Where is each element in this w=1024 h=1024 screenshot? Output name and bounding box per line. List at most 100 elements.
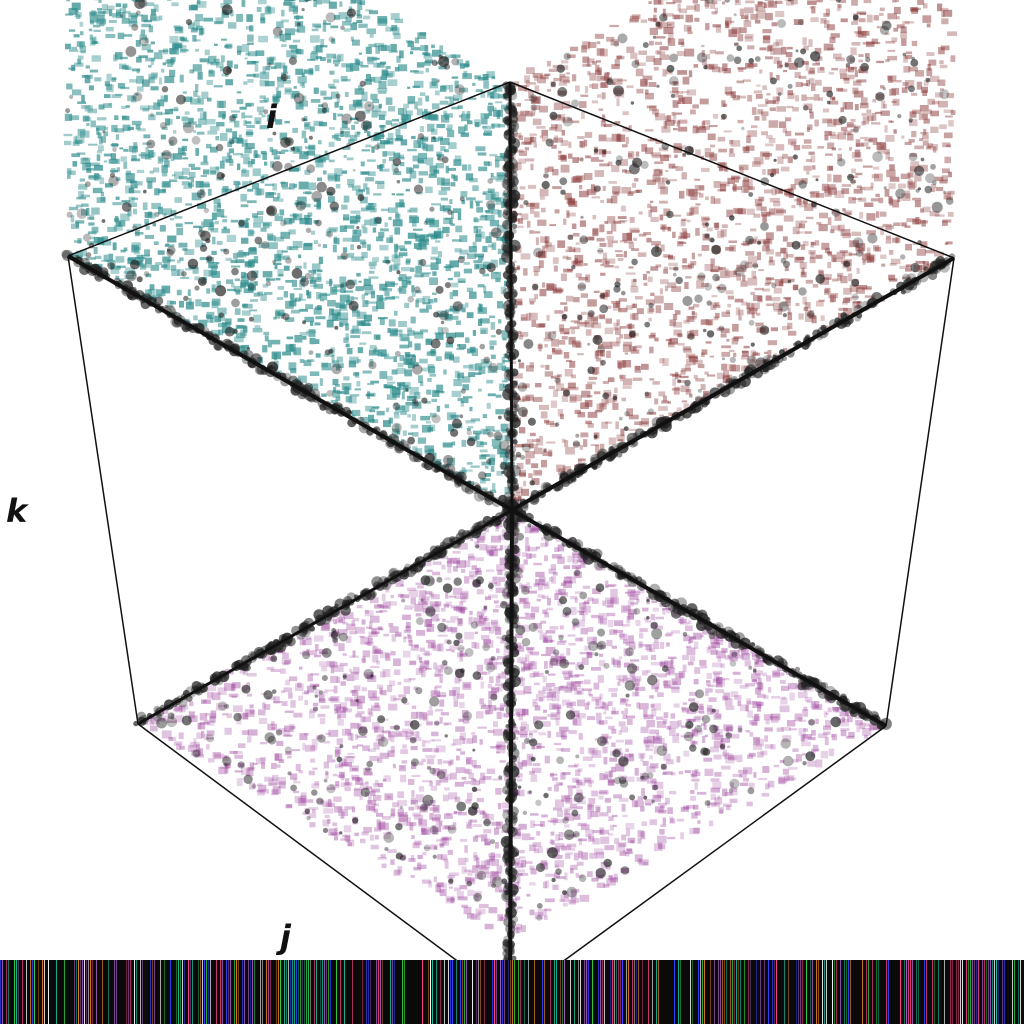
face-cell [301, 130, 307, 139]
face-cell [683, 347, 691, 350]
face-cell [395, 405, 406, 411]
face-cell [729, 270, 737, 278]
face-cell [318, 121, 327, 127]
face-cell [194, 276, 201, 281]
face-cell [103, 103, 113, 108]
face-cell [176, 227, 184, 236]
face-cell [775, 0, 783, 4]
face-cell [822, 273, 832, 280]
face-cell [810, 155, 816, 163]
face-cell [666, 2, 676, 5]
face-cell [786, 242, 794, 247]
face-cell [608, 875, 613, 881]
face-cell [167, 248, 171, 252]
face-cell [197, 118, 207, 125]
face-cell [76, 41, 85, 47]
face-cell [81, 249, 87, 257]
face-cell [715, 276, 720, 281]
face-cell [292, 90, 300, 98]
face-cell [824, 287, 831, 293]
face-cell [701, 245, 710, 251]
face-cell [401, 337, 410, 342]
face-cell [491, 821, 501, 826]
face-cell [811, 315, 817, 324]
face-cell [260, 150, 267, 155]
face-cell [627, 192, 634, 196]
face-cell [203, 17, 213, 22]
face-cell [815, 79, 822, 86]
face-cell [367, 382, 375, 386]
face-cell [819, 212, 828, 219]
face-cell [214, 315, 222, 323]
face-cell [653, 66, 659, 71]
face-cell [417, 259, 423, 266]
face-cell [587, 834, 592, 840]
face-cell [308, 182, 316, 191]
face-cell [490, 173, 494, 177]
face-cell [411, 362, 419, 367]
face-cell [717, 286, 727, 290]
face-cell [74, 62, 84, 67]
face-cell [337, 255, 347, 260]
face-cell [284, 28, 295, 36]
face-cell [441, 178, 450, 187]
face-cell [170, 57, 176, 62]
face-cell [678, 119, 688, 124]
face-cell [457, 372, 465, 379]
face-cell [120, 56, 128, 60]
face-cell [323, 96, 332, 100]
face-cell [809, 111, 814, 119]
face-cell [176, 289, 182, 296]
face-cell [653, 0, 662, 5]
face-cell [885, 225, 894, 229]
face-cell [645, 299, 655, 305]
face-cell [470, 465, 480, 468]
face-cell [650, 206, 658, 213]
face-cell [621, 605, 631, 613]
face-cell [165, 59, 175, 64]
face-cell [497, 248, 507, 255]
face-cell [631, 248, 639, 251]
face-cell [793, 284, 799, 291]
face-cell [232, 114, 238, 119]
face-cell [377, 87, 388, 92]
face-cell [422, 264, 432, 267]
face-cell [465, 799, 472, 804]
face-cell [246, 129, 253, 137]
face-cell [150, 264, 160, 271]
face-cell [616, 134, 626, 142]
face-cell [108, 253, 114, 261]
face-cell [723, 103, 728, 107]
face-cell [755, 322, 764, 327]
face-cell [499, 257, 506, 265]
face-cell [395, 213, 401, 221]
face-cell [88, 85, 94, 91]
face-cell [717, 230, 724, 239]
face-cell [620, 428, 625, 437]
face-cell [502, 337, 507, 341]
face-cell [880, 228, 885, 236]
face-cell [426, 304, 432, 310]
face-cell [274, 62, 282, 69]
face-cell [532, 97, 540, 104]
face-cell [385, 281, 395, 287]
face-cell [495, 548, 503, 551]
face-cell [297, 76, 307, 84]
face-cell [742, 146, 749, 151]
face-cell [339, 312, 349, 320]
face-cell [249, 762, 255, 770]
face-cell [451, 239, 462, 242]
face-cell [220, 133, 228, 141]
face-cell [892, 237, 901, 243]
face-cell [536, 126, 546, 129]
face-cell [323, 691, 328, 694]
face-ik-teal [63, 0, 516, 504]
face-cell [308, 770, 315, 776]
face-cell [417, 437, 427, 444]
face-cell [354, 787, 361, 791]
face-cell [295, 68, 303, 75]
face-cell [805, 62, 809, 71]
face-cell [629, 18, 639, 23]
face-cell [744, 262, 752, 269]
face-cell [803, 165, 812, 171]
